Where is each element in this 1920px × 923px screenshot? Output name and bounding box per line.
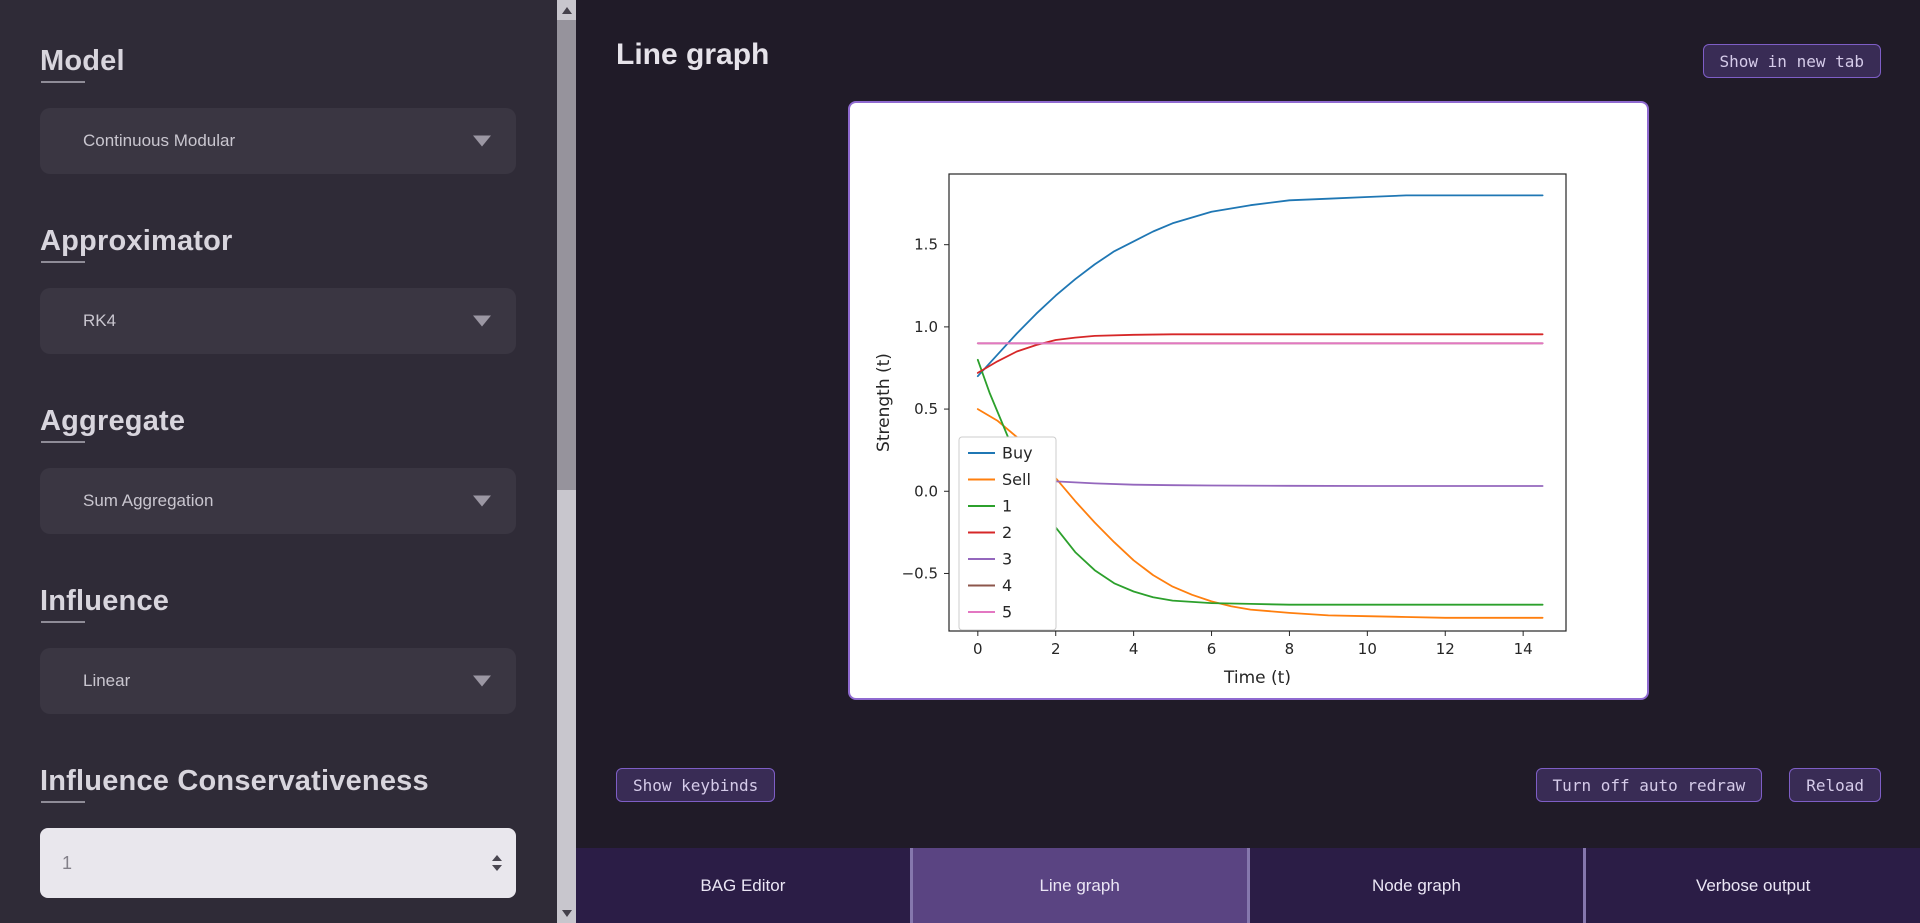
- model-select-value: Continuous Modular: [83, 131, 236, 150]
- chevron-down-icon: [473, 495, 491, 507]
- influence-select[interactable]: Linear: [40, 648, 516, 714]
- svg-text:Strength (t): Strength (t): [874, 353, 894, 452]
- number-stepper[interactable]: [492, 855, 502, 871]
- svg-text:1.0: 1.0: [914, 318, 938, 336]
- reload-button[interactable]: Reload: [1789, 768, 1881, 802]
- svg-text:0.5: 0.5: [914, 400, 938, 418]
- model-label: Model: [40, 44, 516, 83]
- influence-select-value: Linear: [83, 671, 131, 690]
- svg-text:4: 4: [1002, 576, 1012, 595]
- svg-text:3: 3: [1002, 550, 1012, 569]
- auto-redraw-toggle-button[interactable]: Turn off auto redraw: [1535, 768, 1763, 802]
- scrollbar-up-button[interactable]: [557, 0, 576, 20]
- influence-conservativeness-input[interactable]: 1: [40, 828, 516, 898]
- stepper-down-icon[interactable]: [492, 865, 502, 871]
- tab-node-graph[interactable]: Node graph: [1246, 848, 1584, 923]
- show-keybinds-button[interactable]: Show keybinds: [616, 768, 776, 802]
- tab-verbose-output[interactable]: Verbose output: [1583, 848, 1920, 923]
- actions-row: Show keybinds Turn off auto redraw Reloa…: [616, 768, 1881, 802]
- stepper-up-icon[interactable]: [492, 855, 502, 861]
- model-select[interactable]: Continuous Modular: [40, 108, 516, 174]
- scroll-up-icon: [561, 6, 572, 14]
- tab-bag-editor[interactable]: BAG Editor: [700, 875, 786, 895]
- influence-label: Influence: [40, 584, 516, 623]
- chevron-down-icon: [473, 675, 491, 687]
- main-panel: Line graph Show in new tab 0 2 4 6 8 10 12 14 −0…: [576, 0, 1920, 923]
- influence-conservativeness-value: 1: [62, 852, 73, 873]
- line-graph-panel: 0 2 4 6 8 10 12 14 −0.5 0.0 0.5 1.0 1.5 Time (t) Stren…: [848, 101, 1649, 700]
- svg-text:8: 8: [1285, 640, 1295, 658]
- approximator-select-value: RK4: [83, 311, 117, 330]
- approximator-select[interactable]: RK4: [40, 288, 516, 354]
- svg-text:1: 1: [1002, 497, 1012, 516]
- influence-conservativeness-label: Influence Conservativeness: [40, 764, 516, 803]
- svg-text:10: 10: [1358, 640, 1377, 658]
- svg-text:5: 5: [1002, 603, 1012, 622]
- right-actions: Turn off auto redraw Reload: [1535, 768, 1881, 802]
- tab-line-graph[interactable]: Line graph: [909, 848, 1247, 923]
- approximator-label: Approximator: [40, 224, 516, 263]
- svg-text:6: 6: [1207, 640, 1217, 658]
- svg-text:0: 0: [973, 640, 983, 658]
- svg-text:Time (t): Time (t): [1223, 668, 1291, 688]
- svg-text:12: 12: [1436, 640, 1455, 658]
- scrollbar-thumb[interactable]: [557, 20, 576, 490]
- sidebar: Model Continuous Modular Approximator RK…: [0, 0, 557, 923]
- svg-text:Buy: Buy: [1002, 444, 1033, 463]
- page-title: Line graph: [616, 38, 770, 71]
- scroll-down-icon: [561, 909, 572, 917]
- svg-text:14: 14: [1514, 640, 1533, 658]
- sidebar-scrollbar[interactable]: [557, 0, 576, 923]
- chevron-down-icon: [473, 135, 491, 147]
- bottom-tab-bar: BAG Editor Line graph Node graph Verbose…: [576, 848, 1920, 923]
- aggregate-label: Aggregate: [40, 404, 516, 443]
- svg-text:4: 4: [1129, 640, 1139, 658]
- svg-text:2: 2: [1051, 640, 1061, 658]
- svg-text:Sell: Sell: [1002, 470, 1031, 489]
- scrollbar-down-button[interactable]: [557, 903, 576, 923]
- aggregate-select[interactable]: Sum Aggregation: [40, 468, 516, 534]
- chevron-down-icon: [473, 315, 491, 327]
- svg-text:−0.5: −0.5: [902, 564, 938, 582]
- svg-text:2: 2: [1002, 523, 1012, 542]
- aggregate-select-value: Sum Aggregation: [83, 491, 214, 510]
- svg-text:1.5: 1.5: [914, 236, 938, 254]
- svg-text:0.0: 0.0: [914, 482, 938, 500]
- show-in-new-tab-button[interactable]: Show in new tab: [1702, 44, 1881, 78]
